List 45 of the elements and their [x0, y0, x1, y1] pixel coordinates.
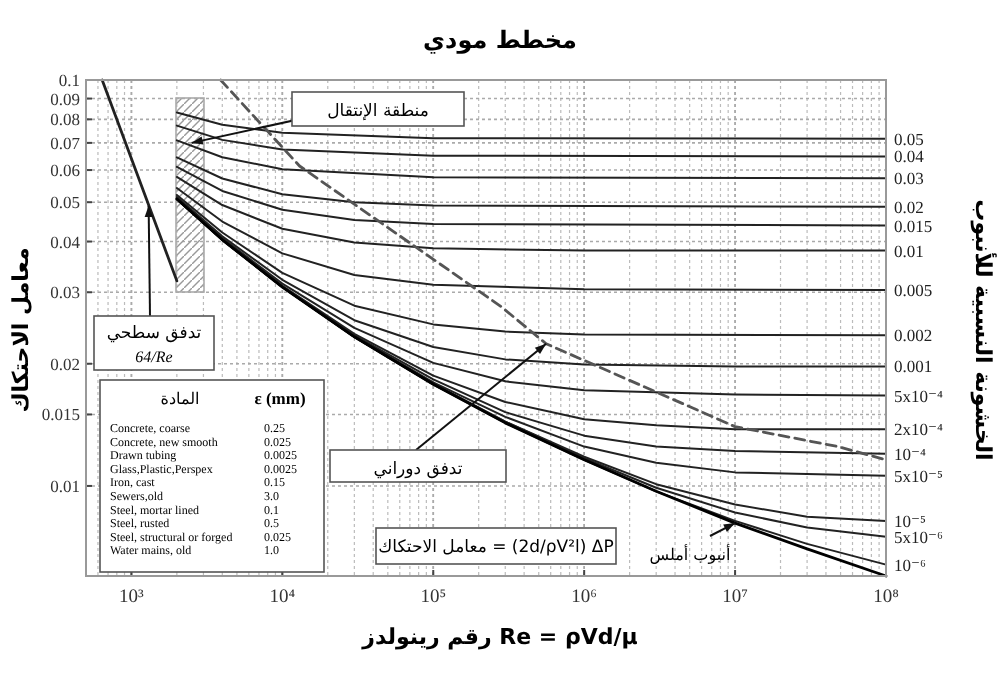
- x-tick-label: 10⁷: [722, 588, 748, 608]
- y2-axis-title: الخشونة النسبية للأنبوب: [970, 199, 998, 461]
- series-label: 0.05: [894, 128, 924, 149]
- series-label: 0.005: [894, 279, 933, 300]
- annotation: ε (mm): [254, 388, 306, 408]
- annotation: المادة: [160, 390, 200, 408]
- series-label: 10⁻⁶: [894, 554, 926, 575]
- annotation: منطقة الإنتقال: [327, 102, 429, 122]
- x-tick-label: 10⁶: [571, 588, 597, 608]
- x-tick-label: 10³: [119, 588, 145, 608]
- y-tick-label: 0.03: [50, 282, 80, 303]
- y-tick-label: 0.07: [50, 132, 80, 153]
- y-tick-label: 0.06: [50, 160, 80, 181]
- y-tick-label: 0.1: [58, 70, 80, 90]
- annotation: 64/Re: [135, 348, 174, 366]
- y-tick-label: 0.05: [50, 192, 80, 213]
- y-tick-label: 0.04: [50, 231, 82, 252]
- series-label: 5x10⁻⁶: [894, 526, 943, 547]
- series-label: 0.01: [894, 240, 924, 261]
- series-label: 2x10⁻⁴: [894, 419, 943, 440]
- y-axis-title: معامل الاحتكاك: [8, 247, 34, 413]
- series-label: 10⁻⁵: [894, 510, 926, 531]
- y-tick-label: 0.01: [50, 475, 80, 496]
- y-tick-label: 0.02: [50, 353, 80, 374]
- series-label: 0.04: [894, 146, 926, 167]
- chart-title: مخطط مودي: [423, 26, 577, 54]
- series-label: 0.001: [894, 356, 933, 377]
- series-label: 5x10⁻⁵: [894, 465, 943, 486]
- series-label: 0.002: [894, 325, 933, 346]
- y-tick-label: 0.09: [50, 88, 80, 109]
- annotation: تدفق سطحي: [106, 324, 203, 344]
- x-tick-label: 10⁸: [873, 588, 899, 608]
- annotation: معامل الاحتكاك = (2d/ρV²l) ΔP: [378, 538, 614, 558]
- series-label: 10⁻⁴: [894, 443, 926, 464]
- y-tick-label: 0.08: [50, 109, 80, 130]
- y-tick-label: 0.015: [41, 404, 80, 425]
- x-axis-title: رقم رينولدز Re = ρVd/μ: [360, 624, 638, 650]
- series-label: 0.015: [894, 215, 933, 236]
- annotation: تدفق دوراني: [373, 460, 464, 480]
- x-tick-label: 10⁵: [420, 588, 447, 608]
- series-label: 0.03: [894, 168, 924, 189]
- annotation: أنبوب أملس: [649, 544, 731, 564]
- x-tick-label: 10⁴: [269, 588, 297, 608]
- series-label: 5x10⁻⁴: [894, 385, 943, 406]
- series-label: 0.02: [894, 196, 924, 217]
